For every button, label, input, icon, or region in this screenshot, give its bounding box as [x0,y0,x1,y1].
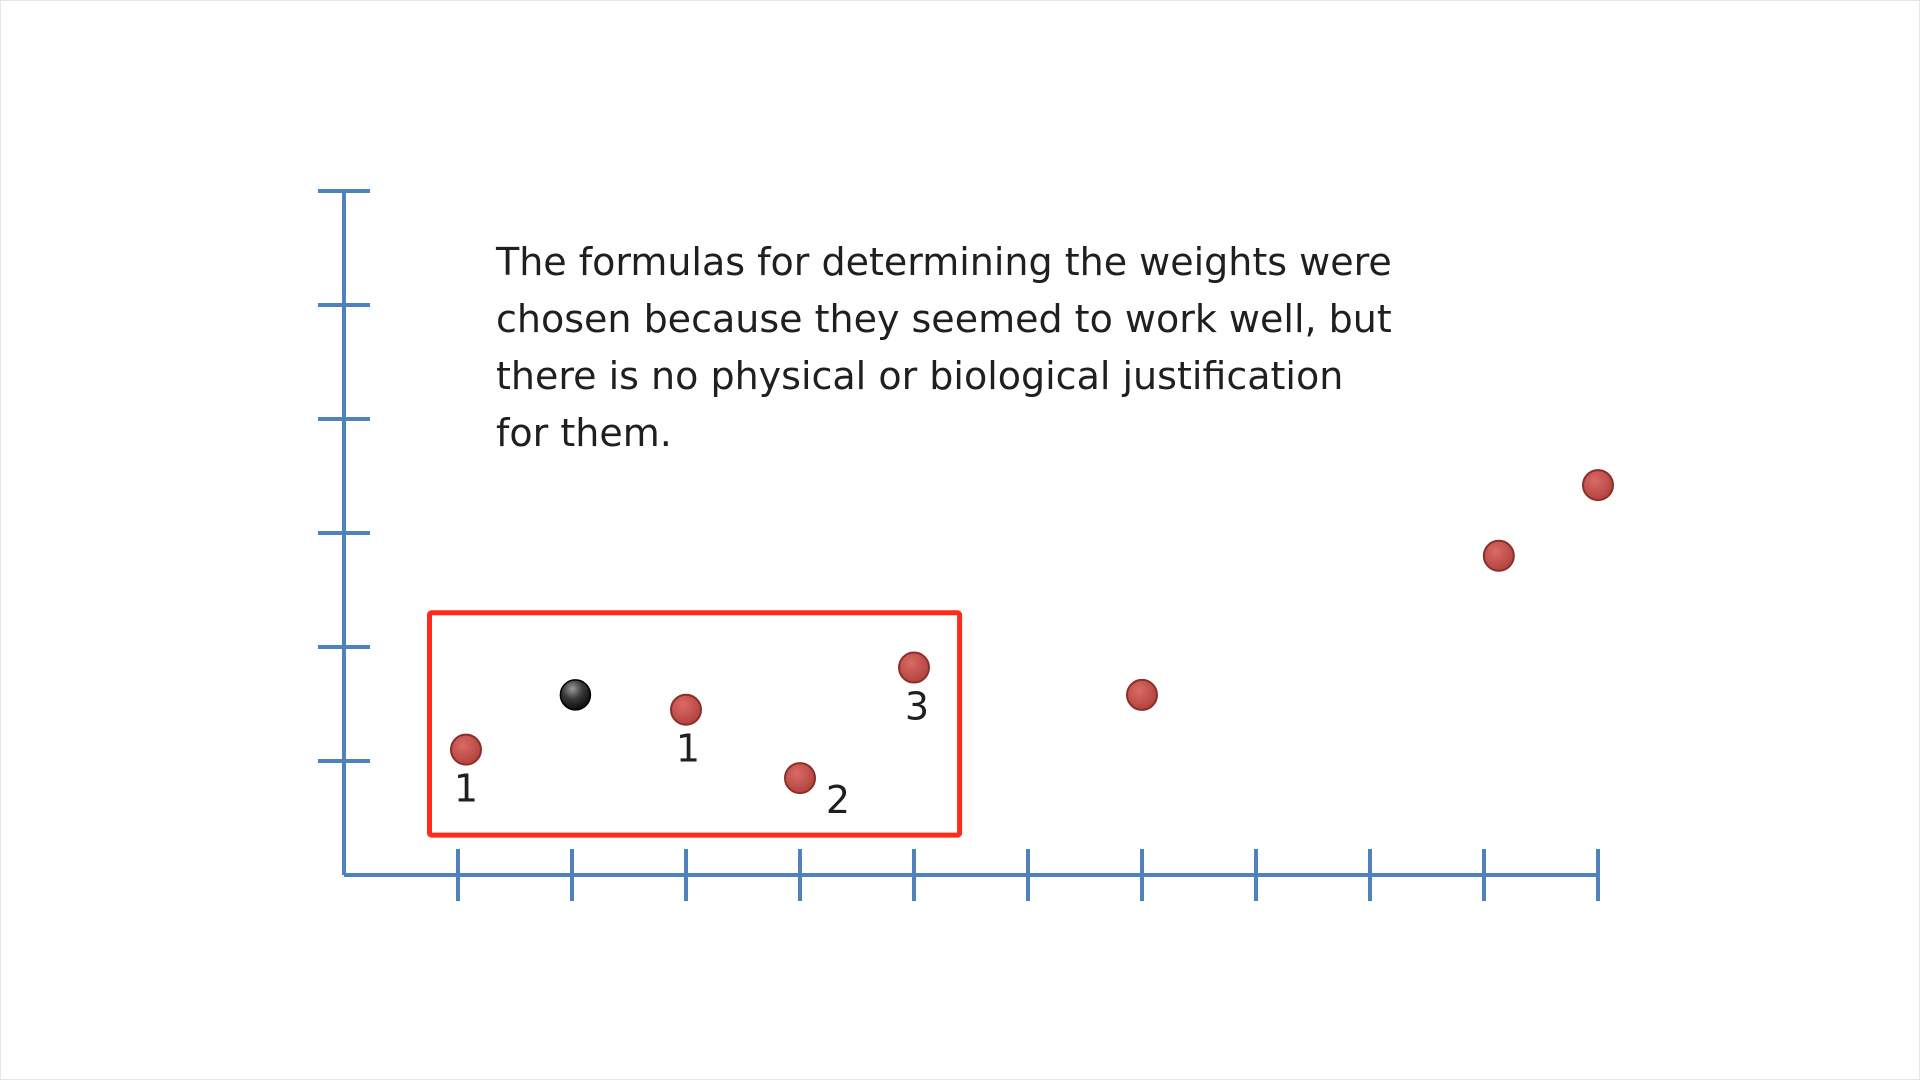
highlight-box-layer [427,610,963,838]
data-point [898,651,930,684]
data-point [449,733,482,766]
data-point [1582,469,1614,502]
point-labels: 1 1 2 3 [454,685,929,823]
caption-line: there is no physical or biological justi… [496,354,1344,398]
data-point [670,693,702,726]
highlight-box [427,610,963,838]
caption-line: for them. [496,411,672,455]
point-label: 1 [676,727,700,771]
caption-line: chosen because they seemed to work well,… [496,297,1392,341]
data-point [1482,539,1515,572]
point-label: 3 [905,685,929,729]
data-point [784,762,816,795]
point-label: 2 [826,778,850,822]
data-point [1126,678,1158,711]
query-point [559,679,592,711]
caption-line: The formulas for determining the weights… [496,240,1392,284]
axes [318,189,1600,901]
caption-text: The formulas for determining the weights… [496,234,1456,462]
data-points [449,469,1614,795]
point-label: 1 [454,767,478,811]
